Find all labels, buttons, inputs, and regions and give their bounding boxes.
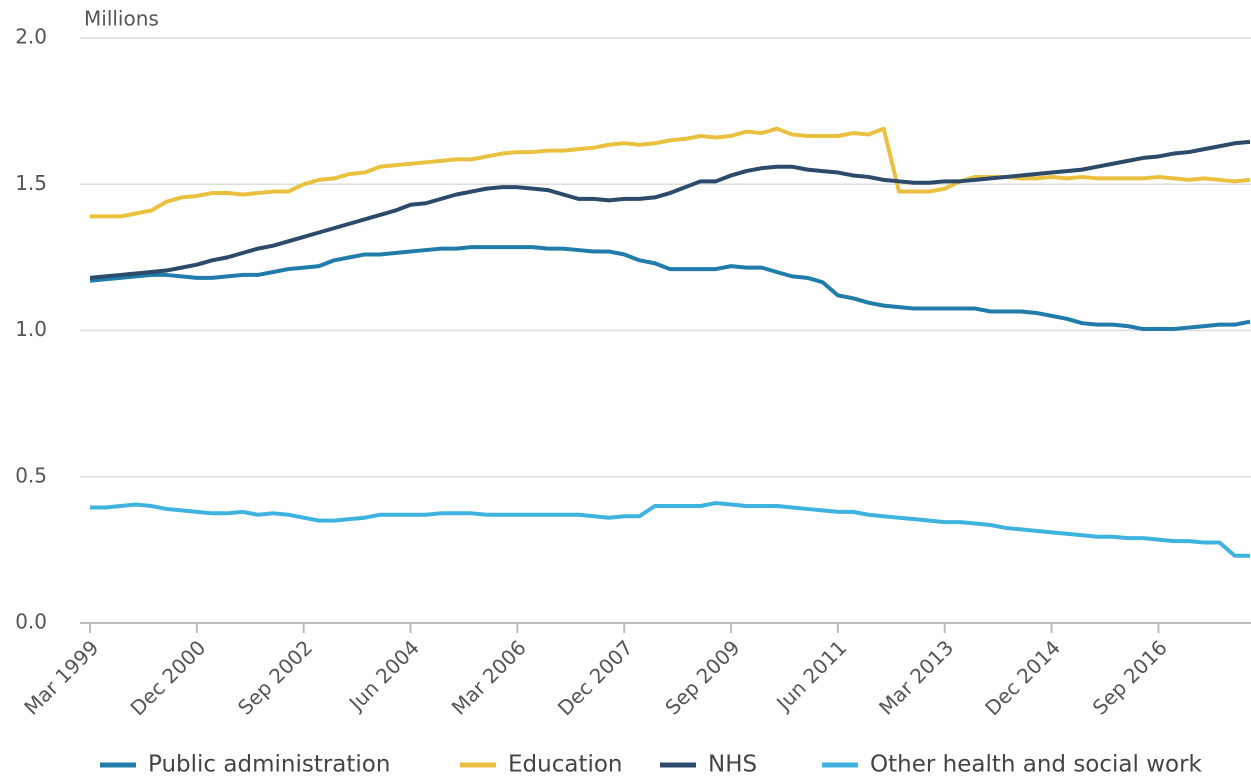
y-tick-label: 1.0 xyxy=(15,317,47,341)
series-line xyxy=(89,245,1251,332)
x-tick-label: Mar 2006 xyxy=(447,635,531,719)
x-tick-label: Sep 2002 xyxy=(233,635,317,719)
legend-label: Public administration xyxy=(148,752,390,778)
y-axis-label: Millions xyxy=(84,7,159,31)
legend-label: Other health and social work xyxy=(870,752,1203,778)
x-tick-label: Jun 2004 xyxy=(343,635,424,716)
x-tick-label: Mar 2013 xyxy=(874,635,958,719)
x-tick-label: Sep 2016 xyxy=(1088,635,1172,719)
y-tick-label: 0.5 xyxy=(15,463,47,487)
series-line xyxy=(90,126,1251,219)
y-tick-label: 2.0 xyxy=(15,25,47,49)
x-tick-label: Dec 2007 xyxy=(553,635,638,720)
y-tick-label: 1.5 xyxy=(15,171,47,195)
legend-label: Education xyxy=(508,752,623,778)
y-tick-label: 0.0 xyxy=(15,610,47,634)
series-line xyxy=(90,501,1250,558)
series-line xyxy=(89,139,1251,280)
x-tick-label: Dec 2014 xyxy=(980,635,1065,720)
x-tick-label: Sep 2009 xyxy=(660,635,744,719)
x-tick-label: Dec 2000 xyxy=(125,635,210,720)
legend-label: NHS xyxy=(708,752,757,778)
x-tick-label: Mar 1999 xyxy=(19,635,103,719)
x-tick-label: Jun 2011 xyxy=(770,635,851,716)
